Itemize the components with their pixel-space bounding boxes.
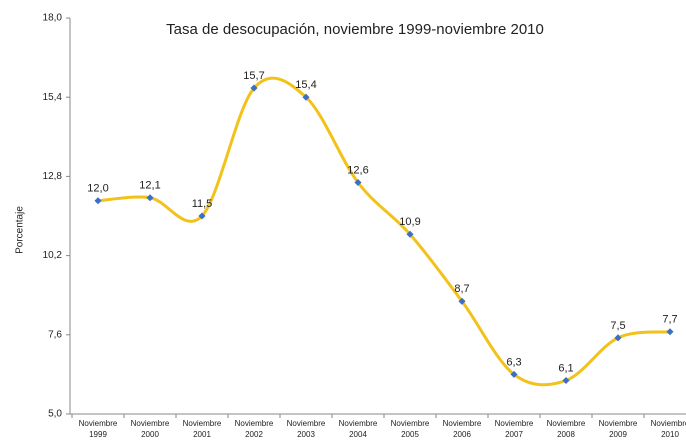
x-tick-label: Noviembre 2006 [443, 419, 482, 439]
value-label: 15,4 [295, 79, 316, 91]
marker [198, 212, 206, 220]
y-tick-label: 12,8 [43, 171, 63, 182]
value-label: 12,0 [87, 183, 108, 195]
x-tick-label: Noviembre 2004 [339, 419, 378, 439]
y-tick-label: 10,2 [43, 250, 63, 261]
marker [406, 230, 414, 238]
marker [666, 328, 674, 336]
y-tick-label: 15,4 [43, 92, 63, 103]
x-tick-label: Noviembre 2008 [547, 419, 586, 439]
value-label: 15,7 [243, 70, 264, 82]
value-label: 7,5 [610, 320, 625, 332]
value-label: 12,6 [347, 164, 368, 176]
x-tick-label: Noviembre 2003 [287, 419, 326, 439]
value-label: 7,7 [662, 314, 677, 326]
y-tick-label: 7,6 [48, 329, 62, 340]
line [97, 76, 671, 387]
marker [94, 197, 102, 205]
value-label: 10,9 [399, 216, 420, 228]
x-tick-label: Noviembre 2005 [391, 419, 430, 439]
x-tick-label: Noviembre 1999 [79, 419, 118, 439]
y-tick-label: 18,0 [43, 13, 63, 24]
y-tick-label: 5,0 [48, 409, 62, 420]
x-tick-label: Noviembre 2007 [495, 419, 534, 439]
marker [302, 93, 310, 101]
x-tick-label: Noviembre 2010 [651, 419, 686, 439]
marker [146, 194, 154, 202]
marker [458, 297, 466, 305]
marker [354, 178, 362, 187]
x-tick-label: Noviembre 2001 [183, 419, 222, 439]
y-axis-label: Porcentaje [15, 206, 26, 254]
x-tick-label: Noviembre 2002 [235, 419, 274, 439]
marker [562, 376, 570, 385]
chart-title: Tasa de desocupación, noviembre 1999-nov… [166, 21, 544, 38]
marker [614, 334, 622, 342]
value-label: 8,7 [454, 283, 469, 295]
x-tick-label: Noviembre 2009 [599, 419, 638, 439]
x-tick-label: Noviembre 2000 [131, 419, 170, 439]
value-label: 12,1 [139, 180, 160, 192]
value-label: 6,3 [506, 356, 521, 368]
value-label: 6,1 [558, 362, 573, 374]
marker [250, 84, 258, 92]
value-label: 11,5 [192, 198, 213, 210]
marker [510, 370, 518, 378]
